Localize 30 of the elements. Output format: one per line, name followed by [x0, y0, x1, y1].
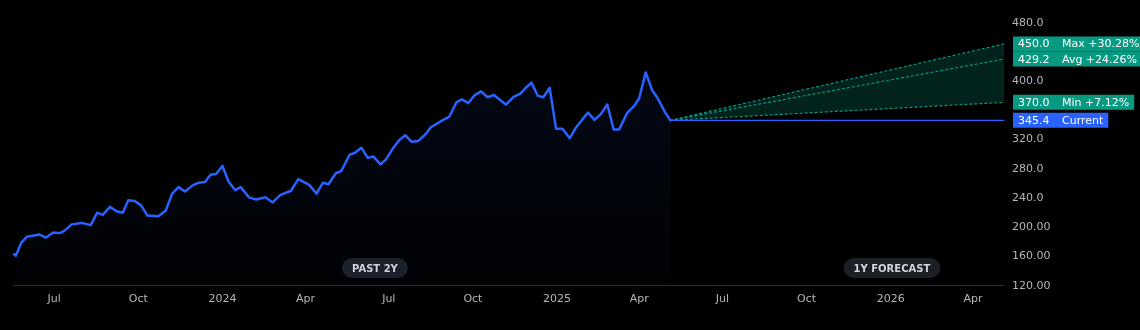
data-label: 450.0	[1018, 37, 1050, 51]
legend-label: Avg +24.26%	[1062, 52, 1138, 66]
x-tick-label: Oct	[797, 292, 817, 305]
x-tick-label: Apr	[963, 292, 983, 305]
data-label: 345.4	[1018, 113, 1050, 127]
x-tick-label: Apr	[629, 292, 650, 305]
y-tick-label: 240.0	[1012, 190, 1044, 204]
annotation: 1Y FORECAST	[853, 262, 931, 274]
x-tick-label: Oct	[128, 292, 149, 305]
x-tick-label: Jul	[714, 292, 730, 305]
legend-label: Max +30.28%	[1062, 37, 1140, 51]
x-tick-label: 2026	[876, 292, 905, 305]
x-tick-label: 2024	[208, 292, 237, 305]
y-tick-label: 400.0	[1012, 73, 1044, 87]
x-tick-label: Jul	[46, 292, 61, 305]
y-tick-label: 120.00	[1012, 278, 1051, 292]
y-tick-label: 160.00	[1012, 249, 1051, 263]
y-tick-label: 200.00	[1012, 220, 1051, 234]
annotation: PAST 2Y	[352, 262, 399, 274]
x-tick-label: Oct	[463, 292, 484, 305]
legend-label: Current	[1062, 113, 1104, 127]
x-tick-label: Apr	[296, 292, 316, 305]
x-tick-label: Jul	[381, 292, 396, 305]
data-label: 429.2	[1018, 52, 1050, 66]
data-label: 370.0	[1018, 95, 1050, 109]
y-tick-label: 480.0	[1012, 15, 1044, 29]
y-tick-label: 320.0	[1012, 132, 1044, 146]
x-tick-label: 2025	[542, 292, 571, 305]
legend-label: Min +7.12%	[1062, 95, 1130, 109]
y-tick-label: 280.0	[1012, 161, 1044, 175]
